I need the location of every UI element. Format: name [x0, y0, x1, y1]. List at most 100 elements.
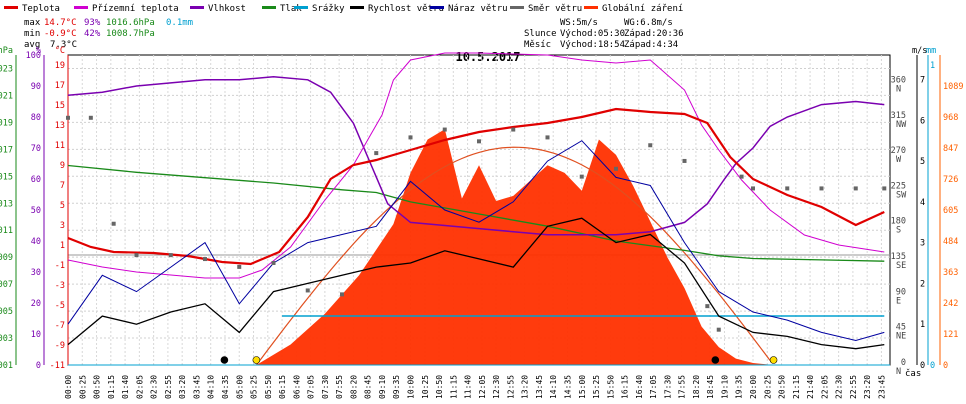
temperature-axis-tick: 7	[60, 181, 65, 191]
wind-dir-point	[111, 221, 116, 226]
x-tick-label: 09:10	[378, 375, 387, 399]
wind-dir-point	[305, 288, 310, 293]
x-tick-label: 11:40	[464, 375, 473, 399]
radiation-tick: 847	[943, 144, 958, 154]
legend-item-rychlost-vetru: Rychlost větru	[350, 4, 444, 14]
wind-dir-point	[442, 127, 447, 132]
wind-dir-point	[66, 115, 70, 120]
stat-sun-rise: Východ:05:30	[560, 29, 625, 39]
wind-dir-compass: SE	[896, 261, 906, 271]
x-tick-label: 00:00	[64, 375, 73, 399]
humidity-axis-tick: 0	[36, 361, 41, 371]
pressure-axis-tick: 1007	[0, 280, 13, 290]
x-tick-label: 23:20	[863, 375, 872, 399]
x-tick-label: 02:30	[150, 375, 159, 399]
x-tick-label: 12:30	[492, 375, 501, 399]
temperature-axis-tick: 1	[60, 241, 65, 251]
radiation-tick: 726	[943, 175, 958, 185]
temperature-axis-title: °C	[55, 46, 65, 56]
legend-label: Vlhkost	[208, 4, 246, 14]
wind-dir-point	[819, 186, 824, 191]
radiation-tick: 242	[943, 299, 958, 309]
wind-dir-point	[203, 257, 207, 262]
wind-dir-point	[785, 186, 790, 191]
legend-label: Přízemní teplota	[92, 4, 179, 14]
wind-speed-tick: 4	[920, 198, 925, 208]
stat-max-label: max	[24, 18, 41, 28]
x-tick-label: 19:35	[735, 375, 744, 399]
humidity-axis-tick: 30	[31, 268, 41, 278]
radiation-tick: 968	[943, 113, 958, 123]
humidity-axis-tick: 50	[31, 206, 41, 216]
x-tick-label: 15:25	[592, 375, 601, 399]
x-tick-label: 04:35	[221, 375, 230, 399]
wind-dir-point	[477, 139, 481, 144]
x-tick-label: 12:55	[506, 375, 515, 399]
x-tick-label: 22:30	[835, 375, 844, 399]
x-tick-label: 02:55	[164, 375, 173, 399]
wind-dir-point	[237, 264, 242, 269]
wind-dir-point	[271, 260, 276, 265]
radiation-tick: 0	[943, 361, 948, 371]
x-tick-label: 22:55	[849, 375, 858, 399]
stat-min-press: 1008.7hPa	[106, 29, 155, 39]
wind-axis-title: m/s	[912, 46, 927, 56]
legend-label: Rychlost větru	[368, 4, 444, 14]
humidity-axis-tick: 10	[31, 330, 41, 340]
humidity-axis-tick: 70	[31, 144, 41, 154]
x-tick-label: 10:25	[421, 375, 430, 399]
x-tick-label: 10:50	[435, 375, 444, 399]
pressure-axis-tick: 1005	[0, 307, 13, 317]
stat-min-temp: -0.9°C	[44, 29, 77, 39]
x-tick-label: 00:50	[93, 375, 102, 399]
temperature-axis-tick: -9	[55, 341, 65, 351]
pressure-axis-tick: 1017	[0, 145, 13, 155]
x-tick-label: 07:55	[335, 375, 344, 399]
wind-dir-point	[545, 135, 550, 140]
wind-dir-compass: W	[896, 155, 902, 165]
x-tick-label: 07:05	[307, 375, 316, 399]
wind-dir-point	[168, 253, 173, 258]
temperature-axis-tick: 11	[55, 141, 65, 151]
x-tick-label: 05:00	[235, 375, 244, 399]
pressure-axis-tick: 1023	[0, 64, 13, 74]
wind-speed-tick: 2	[920, 279, 925, 289]
wind-dir-point	[579, 174, 584, 179]
x-tick-label: 02:05	[135, 375, 144, 399]
legend-label: Srážky	[312, 4, 345, 14]
x-tick-label: 00:25	[78, 375, 87, 399]
x-tick-label: 20:00	[749, 375, 758, 399]
x-tick-label: 06:40	[292, 375, 301, 399]
legend-item-smer-vetru: Směr větru	[510, 4, 582, 14]
humidity-axis-title: %	[36, 46, 41, 56]
pressure-axis-tick: 1001	[0, 361, 13, 371]
wind-speed-line	[67, 217, 885, 350]
legend-item-tlak: Tlak	[262, 4, 302, 14]
x-tick-label: 01:40	[121, 375, 130, 399]
x-tick-label: 20:50	[778, 375, 787, 399]
wind-speed-tick: 5	[920, 157, 925, 167]
wind-dir-point	[134, 253, 139, 258]
x-tick-label: 15:00	[578, 375, 587, 399]
temperature-axis-tick: 5	[60, 201, 65, 211]
temperature-axis-tick: 17	[55, 81, 65, 91]
radiation-tick: 121	[943, 330, 958, 340]
legend-label: Globální záření	[602, 4, 683, 14]
radiation-theory-line	[255, 146, 771, 366]
temperature-axis-tick: -3	[55, 281, 65, 291]
x-tick-label: 17:30	[663, 375, 672, 399]
stat-min-label: min	[24, 29, 40, 39]
pressure-axis-tick: 1015	[0, 172, 13, 182]
wind-dir-point	[682, 158, 687, 163]
wind-speed-tick: 1	[920, 320, 925, 330]
sun-moon-marker	[220, 356, 229, 364]
x-tick-label: 04:10	[207, 375, 216, 399]
legend-item-vlhkost: Vlhkost	[190, 4, 246, 14]
stat-min-hum: 42%	[84, 29, 101, 39]
wind-dir-point	[739, 174, 744, 179]
wind-dir-tick: 90	[896, 287, 906, 297]
radiation-tick: 363	[943, 268, 958, 278]
x-tick-label: 17:55	[678, 375, 687, 399]
